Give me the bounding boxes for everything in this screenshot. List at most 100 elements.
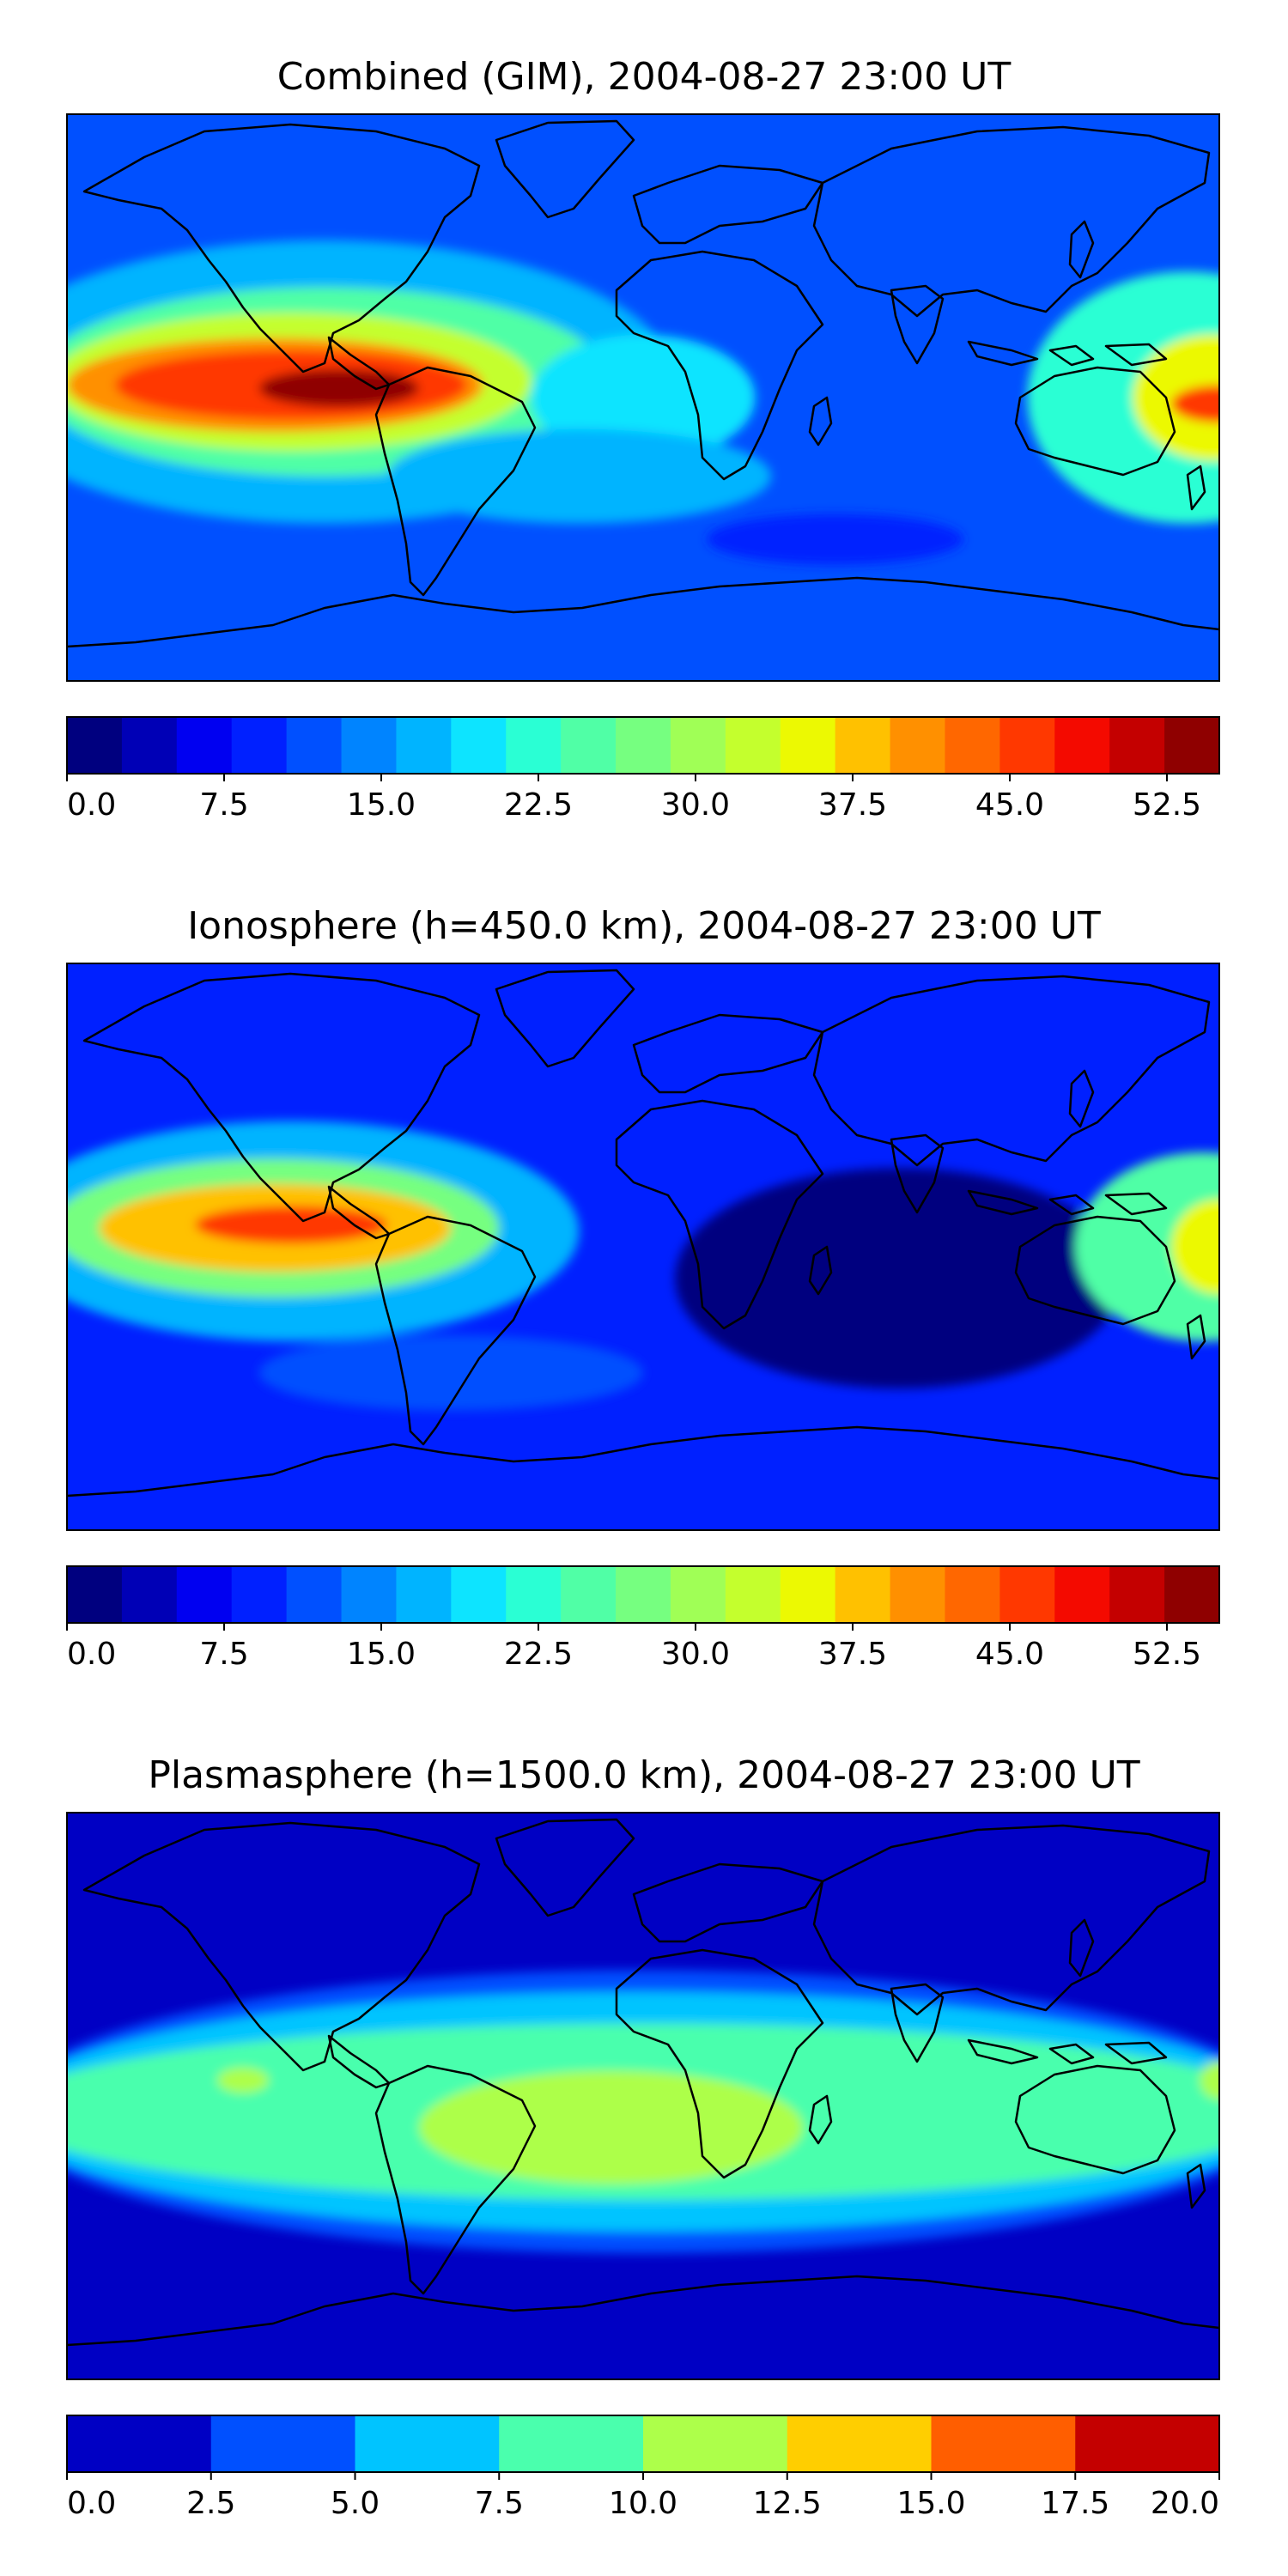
colorbar-segment xyxy=(355,2415,500,2472)
colorbar-ionosphere: 0.0 7.5 15.0 22.5 30.0 37.5 45.0 52.5 xyxy=(66,1565,1220,1672)
colorbar-segment xyxy=(616,717,671,774)
colorbar-segment xyxy=(999,1566,1055,1623)
colorbar-tick-label: 22.5 xyxy=(504,1637,573,1672)
colorbar-tick-label: 52.5 xyxy=(1133,1637,1201,1672)
tec-contour-region xyxy=(258,1334,643,1411)
colorbar-segment xyxy=(1109,717,1165,774)
colorbar-segment xyxy=(835,1566,891,1623)
colorbar-segment xyxy=(1109,1566,1165,1623)
colorbar-segment xyxy=(396,717,452,774)
tec-contour-region xyxy=(386,428,772,524)
tec-contour-region xyxy=(301,379,378,398)
colorbar-segment xyxy=(341,717,397,774)
colorbar-segment xyxy=(1075,2415,1220,2472)
colorbar-segment xyxy=(780,717,836,774)
colorbar-tick-label: 30.0 xyxy=(661,1637,730,1672)
tec-contour-region xyxy=(1200,2061,1219,2099)
colorbar-tick-label: 0.0 xyxy=(67,2486,116,2521)
colorbar-tick-label: 2.5 xyxy=(186,2486,235,2521)
colorbar-tick-label: 5.0 xyxy=(331,2486,380,2521)
colorbar-segment xyxy=(231,1566,288,1623)
tec-contour-region xyxy=(1171,385,1219,423)
colorbar-segment xyxy=(890,717,945,774)
colorbar-segment xyxy=(561,717,617,774)
colorbar-segment xyxy=(286,717,343,774)
colorbar-segment xyxy=(121,1566,178,1623)
colorbar-tick-label: 10.0 xyxy=(609,2486,677,2521)
colorbar-tick-label: 0.0 xyxy=(67,1637,116,1672)
colorbar-tick-label: 52.5 xyxy=(1133,787,1201,823)
colorbar-tick-label: 20.0 xyxy=(1151,2486,1219,2521)
colorbar-frame xyxy=(66,716,1220,775)
colorbar-segment xyxy=(499,2415,644,2472)
colorbar-tick-label: 12.5 xyxy=(753,2486,822,2521)
colorbar-segment xyxy=(506,1566,562,1623)
colorbar-tick-label: 15.0 xyxy=(347,787,416,823)
colorbar-tick-label: 17.5 xyxy=(1041,2486,1109,2521)
colorbar-segment xyxy=(616,1566,671,1623)
map-frame xyxy=(66,1812,1220,2380)
colorbar-segment xyxy=(341,1566,397,1623)
colorbar-tick-label: 22.5 xyxy=(504,787,573,823)
colorbar-segment xyxy=(890,1566,945,1623)
tec-contour-region xyxy=(707,513,963,565)
colorbar-segment xyxy=(286,1566,343,1623)
colorbar-tick-label: 37.5 xyxy=(818,1637,887,1672)
tec-contour-region xyxy=(217,2068,269,2093)
colorbar-tick-label: 7.5 xyxy=(475,2486,524,2521)
colorbar-frame xyxy=(66,1565,1220,1624)
colorbar-segment xyxy=(176,1566,233,1623)
colorbar-segment xyxy=(643,2415,788,2472)
map-panel-plasmasphere xyxy=(67,1813,1219,2379)
tec-field xyxy=(67,1970,1219,2254)
colorbar-segment xyxy=(670,717,726,774)
colorbar-tick-label: 30.0 xyxy=(661,787,730,823)
colorbar-tick-label: 7.5 xyxy=(199,787,248,823)
tec-contour-region xyxy=(675,1168,1124,1388)
colorbar-tick-label: 0.0 xyxy=(67,787,116,823)
colorbar-segment xyxy=(670,1566,726,1623)
map-panel-combined xyxy=(67,114,1219,681)
map-frame xyxy=(66,113,1220,682)
colorbar-segment xyxy=(506,717,562,774)
colorbar-segment xyxy=(945,1566,1000,1623)
colorbar-segment xyxy=(451,1566,507,1623)
colorbar-tick-label: 15.0 xyxy=(896,2486,965,2521)
colorbar-segment xyxy=(780,1566,836,1623)
colorbar-segment xyxy=(121,717,178,774)
colorbar-segment xyxy=(835,717,891,774)
map-title-ionosphere: Ionosphere (h=450.0 km), 2004-08-27 23:0… xyxy=(187,904,1101,948)
colorbar-segment xyxy=(1164,1566,1220,1623)
colorbar-tick-label: 37.5 xyxy=(818,787,887,823)
colorbar-segment xyxy=(210,2415,355,2472)
map-title-combined: Combined (GIM), 2004-08-27 23:00 UT xyxy=(276,55,1012,99)
colorbar-segment xyxy=(67,2415,212,2472)
colorbar-segment xyxy=(787,2415,932,2472)
colorbar-segment xyxy=(396,1566,452,1623)
colorbar-segment xyxy=(999,717,1055,774)
colorbar-segment xyxy=(561,1566,617,1623)
colorbar-segment xyxy=(451,717,507,774)
colorbar-tick-label: 15.0 xyxy=(347,1637,416,1672)
map-frame xyxy=(66,963,1220,1531)
tec-contour-region xyxy=(195,1206,387,1244)
map-title-plasmasphere: Plasmasphere (h=1500.0 km), 2004-08-27 2… xyxy=(148,1753,1140,1797)
colorbar-tick-label: 45.0 xyxy=(975,787,1044,823)
colorbar-segment xyxy=(725,717,781,774)
map-panel-ionosphere xyxy=(67,963,1219,1530)
tec-contour-region xyxy=(1171,1200,1219,1294)
colorbar-segment xyxy=(931,2415,1076,2472)
colorbar-combined: 0.0 7.5 15.0 22.5 30.0 37.5 45.0 52.5 xyxy=(66,716,1220,823)
colorbar-tick-label: 45.0 xyxy=(975,1637,1044,1672)
tec-contour-region xyxy=(1027,271,1219,524)
colorbar-segment xyxy=(67,717,123,774)
colorbar-segment xyxy=(1054,1566,1110,1623)
colorbar-segment xyxy=(231,717,288,774)
colorbar-segment xyxy=(945,717,1000,774)
colorbar-tick-label: 7.5 xyxy=(199,1637,248,1672)
colorbar-segment xyxy=(1164,717,1220,774)
colorbar-segment xyxy=(176,717,233,774)
colorbar-segment xyxy=(725,1566,781,1623)
colorbar-segment xyxy=(67,1566,123,1623)
